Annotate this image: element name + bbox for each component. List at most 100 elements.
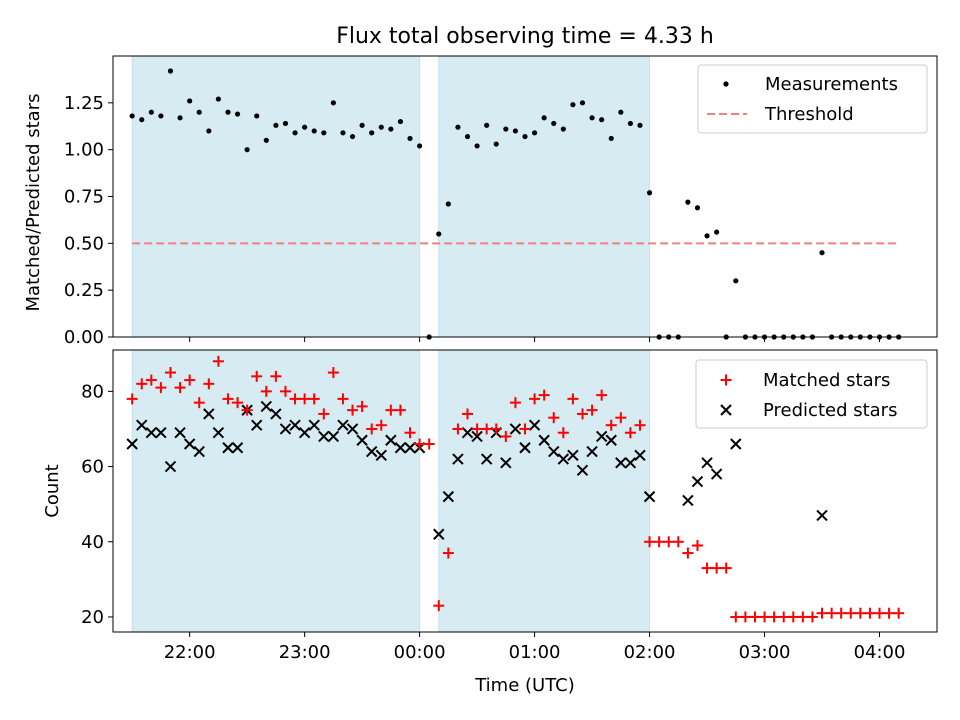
measurement-point <box>177 115 183 121</box>
legend-label-measurements: Measurements <box>765 74 898 95</box>
predicted-star-point <box>212 427 225 439</box>
matched-star-point <box>806 611 818 623</box>
measurement-point <box>273 122 279 128</box>
measurement-point <box>263 137 269 143</box>
matched-star-point <box>452 423 464 435</box>
matched-star-point <box>720 562 732 574</box>
measurement-point <box>321 130 327 136</box>
measurement-point <box>503 126 509 132</box>
predicted-star-point <box>337 419 349 431</box>
matched-star-point <box>576 408 588 420</box>
predicted-star-point <box>595 430 608 443</box>
predicted-star-point <box>126 438 138 450</box>
matched-star-point <box>145 374 157 386</box>
measurement-point <box>388 126 394 132</box>
measurement-point <box>637 122 643 128</box>
measurement-point <box>302 124 308 130</box>
predicted-star-point <box>576 464 589 477</box>
x-axis-label: Time (UTC) <box>474 675 575 696</box>
matched-star-point <box>299 393 311 405</box>
matched-star-point <box>672 536 684 548</box>
predicted-star-point <box>260 400 273 413</box>
measurement-point <box>417 143 423 149</box>
matched-star-point <box>270 370 282 382</box>
y-tick-label: 0.25 <box>64 280 104 301</box>
measurement-point <box>445 201 451 207</box>
predicted-star-point <box>270 408 282 420</box>
matched-star-point <box>519 423 531 435</box>
shaded-interval-1 <box>131 349 421 633</box>
measurement-point <box>407 135 413 142</box>
predicted-star-point <box>519 442 531 454</box>
matched-star-point <box>538 389 550 401</box>
chart-title: Flux total observing time = 4.33 h <box>336 24 714 49</box>
shaded-interval-2 <box>438 55 651 338</box>
matched-star-point <box>739 611 751 623</box>
x-tick-label: 04:00 <box>854 642 906 663</box>
measurement-point <box>330 100 336 106</box>
matched-star-point <box>356 400 368 412</box>
x-tick-label: 03:00 <box>739 642 791 663</box>
predicted-star-point <box>816 509 828 522</box>
predicted-star-point <box>404 442 416 454</box>
bottom-legend: Matched stars Predicted stars <box>695 359 928 429</box>
measurement-point <box>292 130 298 136</box>
predicted-star-point <box>356 434 368 446</box>
legend-label-threshold: Threshold <box>764 104 854 125</box>
y-tick-label: 1.25 <box>64 93 104 114</box>
measurement-point <box>254 113 260 119</box>
y-tick-label: 80 <box>81 381 104 402</box>
matched-star-point <box>462 408 474 420</box>
predicted-star-point <box>710 468 723 480</box>
predicted-star-point <box>701 457 713 469</box>
measurement-point <box>369 130 375 136</box>
measurement-point <box>455 124 461 130</box>
top-y-ticks: 0.00 0.25 0.50 0.75 1.00 1.25 <box>64 93 113 348</box>
matched-star-point <box>759 611 771 623</box>
top-legend-box <box>697 64 928 134</box>
matched-star-point <box>768 611 780 623</box>
x-tick-label: 01:00 <box>509 642 561 663</box>
predicted-star-point <box>279 423 292 435</box>
matched-star-point <box>193 397 205 409</box>
x-tick-label: 22:00 <box>164 642 216 663</box>
matched-star-point <box>318 408 330 420</box>
predicted-star-point <box>375 449 387 461</box>
legend-x-glyph <box>720 404 732 416</box>
matched-star-point <box>241 404 253 416</box>
measurement-point <box>589 115 595 121</box>
shaded-interval-1 <box>131 55 421 338</box>
matched-star-point <box>615 412 627 424</box>
measurement-point <box>397 118 404 125</box>
bottom-axes-frame <box>112 349 938 633</box>
predicted-star-point <box>365 445 378 458</box>
x-tick-label: 02:00 <box>624 642 676 663</box>
y-tick-label: 40 <box>81 532 104 553</box>
predicted-star-point <box>308 419 320 431</box>
measurement-point <box>474 143 480 149</box>
y-tick-label: 60 <box>81 457 104 478</box>
matched-star-point <box>423 438 435 450</box>
predicted-star-point <box>643 490 656 503</box>
matched-star-point <box>366 423 378 435</box>
matched-star-point <box>375 419 387 431</box>
matched-star-point <box>778 611 790 623</box>
matched-star-point <box>548 412 560 424</box>
matched-star-point <box>471 423 483 435</box>
predicted-star-point <box>222 442 234 454</box>
matched-star-point <box>653 536 665 548</box>
y-tick-label: 20 <box>81 607 104 628</box>
matched-star-point <box>883 607 895 619</box>
x-tick-label: 23:00 <box>279 642 331 663</box>
measurement-point <box>311 128 317 134</box>
top-x-ticks <box>189 337 881 342</box>
matched-star-point <box>212 355 224 367</box>
predicted-star-point <box>193 445 205 458</box>
matched-star-point <box>289 393 301 405</box>
predicted-star-point <box>548 445 560 458</box>
measurement-point <box>234 111 241 117</box>
matched-star-point <box>835 607 847 619</box>
predicted-star-point <box>164 460 177 473</box>
measurement-point <box>531 130 538 136</box>
measurement-point <box>685 199 691 205</box>
